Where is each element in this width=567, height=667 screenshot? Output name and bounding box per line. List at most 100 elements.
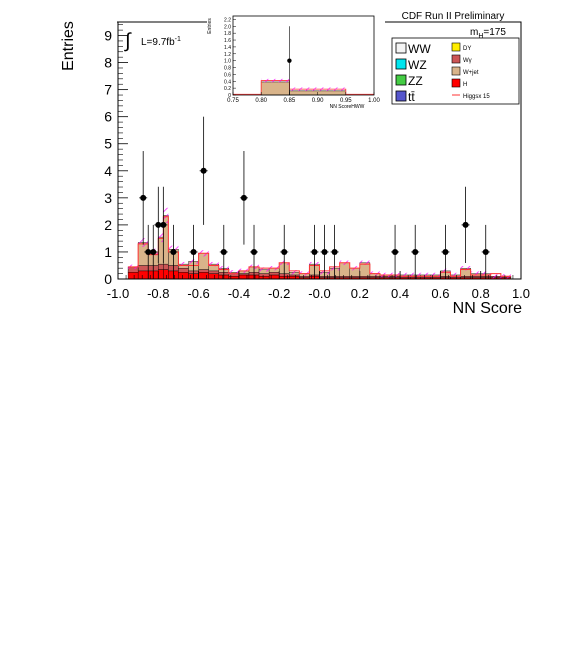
legend-swatch-left-3 — [395, 90, 407, 102]
inset-y-tick-label-3: 0.6 — [224, 72, 231, 78]
legend-swatch-left-1 — [395, 58, 407, 70]
x-tick-label-4: -0.2 — [268, 286, 290, 301]
data-point-7 — [199, 116, 208, 225]
x-tick-label-1: -0.8 — [147, 286, 169, 301]
inset-data-point — [287, 58, 292, 63]
inset-x-tick-label-2: 0.85 — [284, 98, 296, 104]
x-tick-label-5: -0.0 — [308, 286, 330, 301]
uncertainty-band-4 — [163, 207, 169, 224]
bar-w-9 — [208, 270, 219, 274]
legend-swatch-right-0 — [451, 42, 461, 52]
y-tick-label-9: 9 — [104, 28, 112, 44]
inset-bar-0 — [260, 81, 290, 96]
bar-w-12 — [238, 273, 250, 276]
x-tick-label-7: 0.4 — [391, 286, 409, 301]
uncertainty-band-11 — [228, 270, 239, 275]
inset-x-tick-label-4: 0.95 — [340, 98, 352, 104]
lumi-label: L=9.7fb-1 — [141, 36, 181, 48]
x-tick-label-2: -0.6 — [187, 286, 209, 301]
uncertainty-band-35 — [470, 271, 481, 276]
uncertainty-band-6 — [178, 261, 189, 267]
bar-w-14 — [258, 273, 270, 277]
data-point-19 — [481, 224, 490, 279]
y-tick-label-5: 5 — [104, 136, 112, 152]
y-tick-label-0: 0 — [104, 271, 112, 287]
legend-label-right-3: H — [463, 82, 467, 88]
x-tick-label-10: 1.0 — [512, 286, 530, 301]
inset-y-tick-label-5: 1.0 — [224, 59, 231, 65]
uncertainty-band-9 — [208, 261, 219, 267]
data-point-16 — [411, 224, 420, 279]
bar-w-3 — [158, 263, 164, 270]
data-point-11 — [280, 224, 289, 279]
inset-x-tick-label-5: 1.00 — [368, 98, 380, 104]
inset-y-tick-label-9: 1.8 — [224, 31, 231, 37]
bar-w-4 — [163, 263, 169, 270]
data-point-10 — [250, 224, 259, 279]
inset-y-tick-label-1: 0.2 — [224, 86, 231, 92]
chart-title: CDF Run II Preliminary — [402, 11, 505, 22]
y-tick-label-2: 2 — [104, 217, 112, 233]
legend: WW WZ ZZ tt̄ DY Wγ W+jet H Higgsx 15 — [391, 37, 520, 105]
y-tick-label-6: 6 — [104, 109, 112, 125]
legend-label-right-4: Higgsx 15 — [463, 94, 490, 100]
inset-y-tick-label-0: 0 — [228, 93, 231, 99]
bar-h-0 — [127, 272, 139, 280]
data-point-12 — [310, 224, 319, 279]
bar-h-4 — [163, 269, 169, 280]
inset-chart: 0.75 0.80 0.85 0.90 0.95 1.00 00.20.40.60.81.… — [207, 13, 385, 110]
data-points — [139, 116, 490, 279]
legend-swatch-right-2 — [451, 66, 461, 76]
data-point-5 — [169, 224, 178, 279]
lumi-annotation: ∫ L=9.7fb-1 — [117, 21, 193, 52]
inset-y-tick-label-2: 0.4 — [224, 79, 231, 85]
inset-x-tick-label-1: 0.80 — [255, 98, 267, 104]
bar-h-12 — [238, 274, 250, 280]
bar-w-34 — [460, 276, 471, 278]
legend-swatch-left-2 — [395, 74, 407, 86]
inset-y-tick-label-7: 1.4 — [224, 45, 231, 51]
data-point-17 — [441, 224, 450, 279]
uncertainty-band-37 — [490, 274, 501, 279]
inset-x-tick-label-0: 0.75 — [227, 98, 239, 104]
uncertainty-band-24 — [359, 260, 370, 265]
y-axis-ticks: 0 1 2 3 4 5 6 7 8 9 — [104, 24, 128, 287]
data-point-4 — [159, 186, 168, 264]
uncertainty-band-33 — [450, 272, 461, 278]
legend-label-left-1: WZ — [408, 58, 427, 72]
legend-label-left-2: ZZ — [408, 74, 423, 88]
bar-h-8 — [198, 272, 209, 280]
higgs-x15-line — [128, 216, 511, 277]
legend-swatch-left-0 — [395, 42, 407, 54]
bar-w-8 — [198, 269, 209, 273]
inset-hatch-2 — [289, 87, 346, 91]
uncertainty-band-17 — [289, 270, 300, 275]
legend-label-right-2: W+jet — [463, 70, 479, 76]
uncertainty-band-28 — [400, 272, 411, 278]
x-tick-label-6: 0.2 — [351, 286, 369, 301]
y-tick-label-7: 7 — [104, 82, 112, 98]
uncertainty-band-3 — [158, 232, 164, 243]
bar-w-17 — [289, 274, 300, 277]
bar-w-22 — [339, 276, 350, 278]
legend-label-right-0: DY — [463, 46, 471, 52]
x-tick-label-8: 0.6 — [431, 286, 449, 301]
inset-x-tick-label-3: 0.90 — [312, 98, 324, 104]
legend-swatch-right-3 — [451, 78, 461, 88]
data-point-9 — [239, 151, 248, 245]
y-tick-label-1: 1 — [104, 244, 112, 260]
data-point-6 — [189, 224, 198, 279]
inset-y-tick-label-4: 0.8 — [224, 66, 231, 72]
legend-swatch-right-1 — [451, 54, 461, 64]
bar-h-6 — [178, 272, 189, 280]
inset-y-label: Entries — [207, 18, 213, 34]
bar-w-18 — [299, 276, 310, 278]
data-point-14 — [330, 224, 339, 279]
x-axis-label: NN Score — [453, 300, 522, 317]
data-point-8 — [219, 224, 228, 279]
x-tick-label-3: -0.4 — [228, 286, 250, 301]
bar-w-35 — [470, 276, 481, 278]
inset-hatch-1 — [261, 78, 290, 83]
